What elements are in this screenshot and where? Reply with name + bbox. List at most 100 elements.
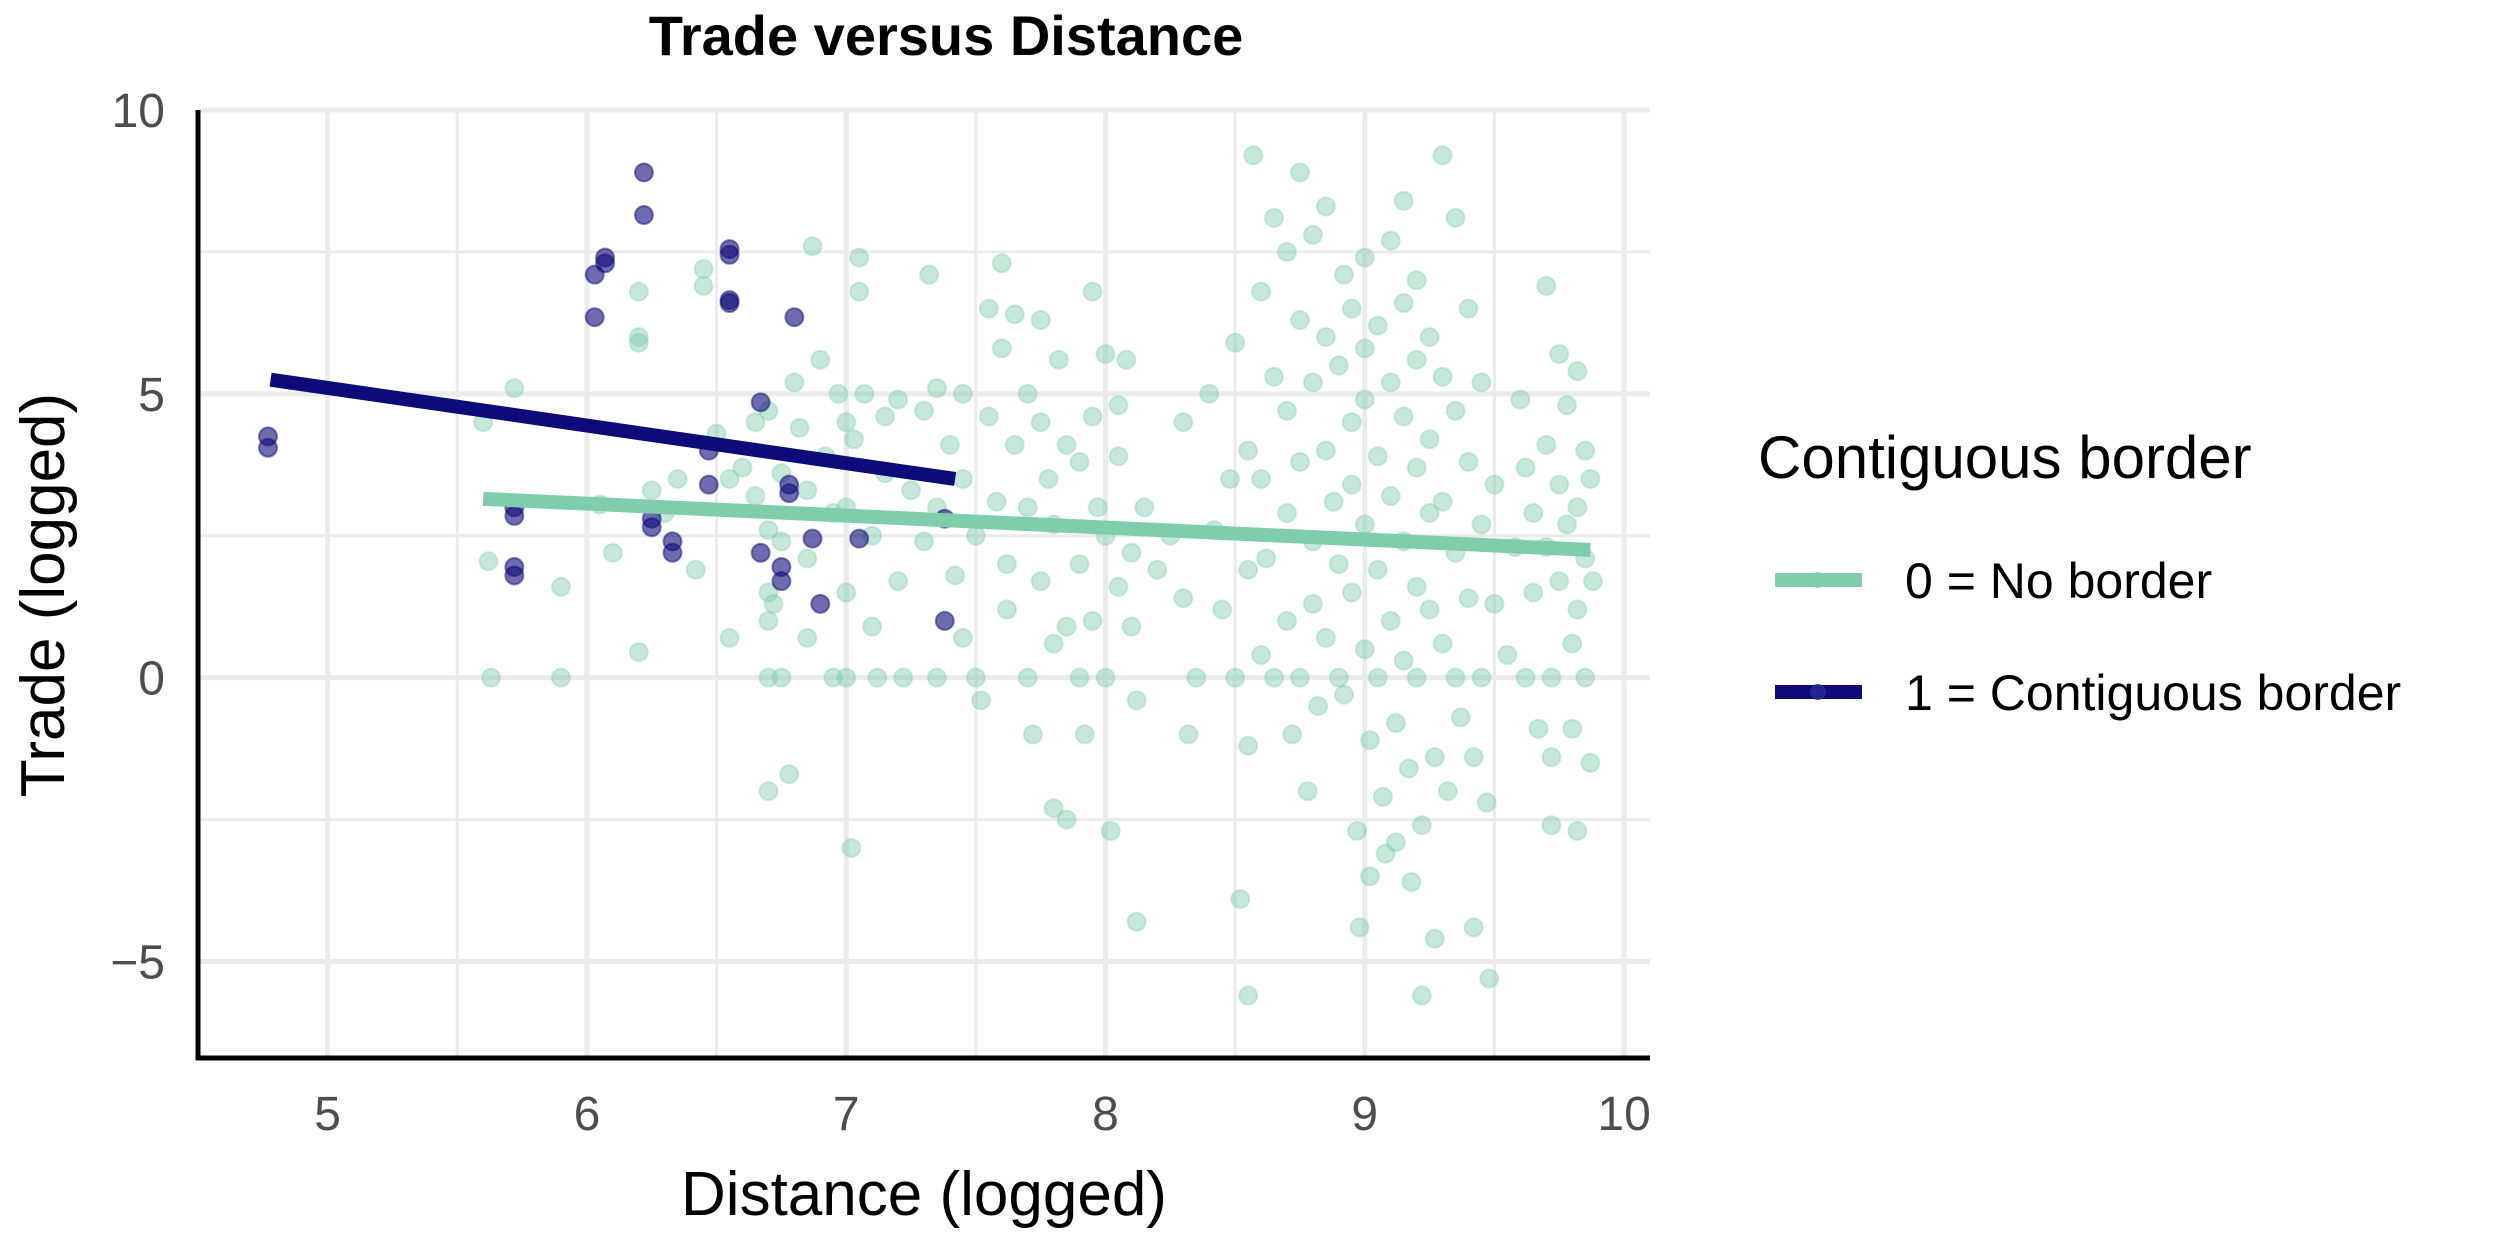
point-no-border xyxy=(1354,639,1375,660)
point-no-border xyxy=(1199,383,1220,404)
point-no-border xyxy=(1406,576,1427,597)
point-no-border xyxy=(1471,667,1492,688)
point-no-border xyxy=(1022,724,1043,745)
point-no-border xyxy=(1056,616,1077,637)
point-no-border xyxy=(1334,264,1355,285)
point-no-border xyxy=(991,253,1012,274)
trend-lines xyxy=(269,372,1591,557)
point-no-border xyxy=(1557,395,1578,416)
point-no-border xyxy=(1432,633,1453,654)
point-no-border xyxy=(1289,162,1310,183)
point-no-border xyxy=(1121,616,1142,637)
point-no-border xyxy=(1471,372,1492,393)
point-no-border xyxy=(843,429,864,450)
point-no-border xyxy=(1515,667,1536,688)
point-no-border xyxy=(1289,667,1310,688)
point-no-border xyxy=(1289,310,1310,331)
point-no-border xyxy=(758,520,779,541)
point-no-border xyxy=(1523,582,1544,603)
point-contiguous-border xyxy=(698,474,719,495)
point-no-border xyxy=(797,480,818,501)
point-no-border xyxy=(1445,207,1466,228)
point-no-border xyxy=(478,551,499,572)
point-contiguous-border xyxy=(584,307,605,328)
point-no-border xyxy=(1437,781,1458,802)
point-no-border xyxy=(719,627,740,648)
point-no-border xyxy=(1178,724,1199,745)
point-no-border xyxy=(1406,270,1427,291)
point-no-border xyxy=(1315,196,1336,217)
point-no-border xyxy=(1251,281,1272,302)
point-no-border xyxy=(1315,440,1336,461)
point-no-border xyxy=(1315,627,1336,648)
point-no-border xyxy=(1575,667,1596,688)
point-no-border xyxy=(945,565,966,586)
point-no-border xyxy=(1458,588,1479,609)
point-no-border xyxy=(1173,412,1194,433)
point-no-border xyxy=(1419,429,1440,450)
point-no-border xyxy=(965,667,986,688)
point-no-border xyxy=(1354,514,1375,535)
point-no-border xyxy=(1562,718,1583,739)
point-contiguous-border xyxy=(633,205,654,226)
x-tick-label: 9 xyxy=(1351,1088,1378,1141)
point-no-border xyxy=(914,400,934,421)
point-no-border xyxy=(1471,514,1492,535)
point-no-border xyxy=(1375,843,1396,864)
point-no-border xyxy=(1380,610,1401,631)
point-no-border xyxy=(1323,491,1344,512)
point-no-border xyxy=(1523,503,1544,524)
point-no-border xyxy=(1367,446,1388,467)
point-contiguous-border xyxy=(750,392,771,413)
point-no-border xyxy=(1238,559,1259,580)
point-contiguous-border xyxy=(504,565,525,586)
point-no-border xyxy=(1359,866,1380,887)
point-no-border xyxy=(1121,542,1142,563)
point-contiguous-border xyxy=(641,517,662,538)
point-no-border xyxy=(849,247,870,268)
point-no-border xyxy=(1419,599,1440,620)
x-tick-labels: 5 6 7 8 9 10 xyxy=(314,1088,1650,1141)
point-no-border xyxy=(1515,457,1536,478)
point-no-border xyxy=(1424,928,1445,949)
legend-label-no-border: 0 = No border xyxy=(1905,553,2212,609)
point-no-border xyxy=(849,281,870,302)
point-no-border xyxy=(1126,690,1147,711)
point-no-border xyxy=(1108,446,1129,467)
point-no-border xyxy=(693,275,714,296)
legend-title: Contiguous border xyxy=(1758,424,2252,491)
point-no-border xyxy=(1056,434,1077,455)
point-no-border xyxy=(1458,298,1479,319)
point-no-border xyxy=(836,667,857,688)
point-no-border xyxy=(1341,412,1362,433)
point-no-border xyxy=(1406,667,1427,688)
point-no-border xyxy=(602,542,623,563)
point-no-border xyxy=(1528,718,1549,739)
point-no-border xyxy=(1238,985,1259,1006)
point-no-border xyxy=(1567,599,1588,620)
point-no-border xyxy=(771,531,792,552)
point-no-border xyxy=(1264,207,1285,228)
point-no-border xyxy=(1380,372,1401,393)
point-no-border xyxy=(893,667,914,688)
point-contiguous-border xyxy=(934,610,955,631)
point-no-border xyxy=(1030,310,1051,331)
point-no-border xyxy=(901,480,922,501)
point-no-border xyxy=(1393,406,1414,427)
point-no-border xyxy=(1225,667,1246,688)
point-no-border xyxy=(1497,644,1518,665)
y-axis-title: Trade (logged) xyxy=(9,393,78,797)
point-no-border xyxy=(1225,332,1246,353)
point-contiguous-border xyxy=(504,505,525,526)
point-no-border xyxy=(836,412,857,433)
point-no-border xyxy=(1289,451,1310,472)
point-contiguous-border xyxy=(633,162,654,183)
point-no-border xyxy=(1406,349,1427,370)
x-tick-label: 5 xyxy=(314,1088,341,1141)
point-no-border xyxy=(797,627,818,648)
legend: Contiguous border 0 = No border 1 = Cont… xyxy=(1758,424,2401,721)
point-no-border xyxy=(551,667,571,688)
point-no-border xyxy=(919,264,940,285)
point-contiguous-border xyxy=(779,483,800,504)
y-tick-labels: −5 0 5 10 xyxy=(110,85,165,989)
